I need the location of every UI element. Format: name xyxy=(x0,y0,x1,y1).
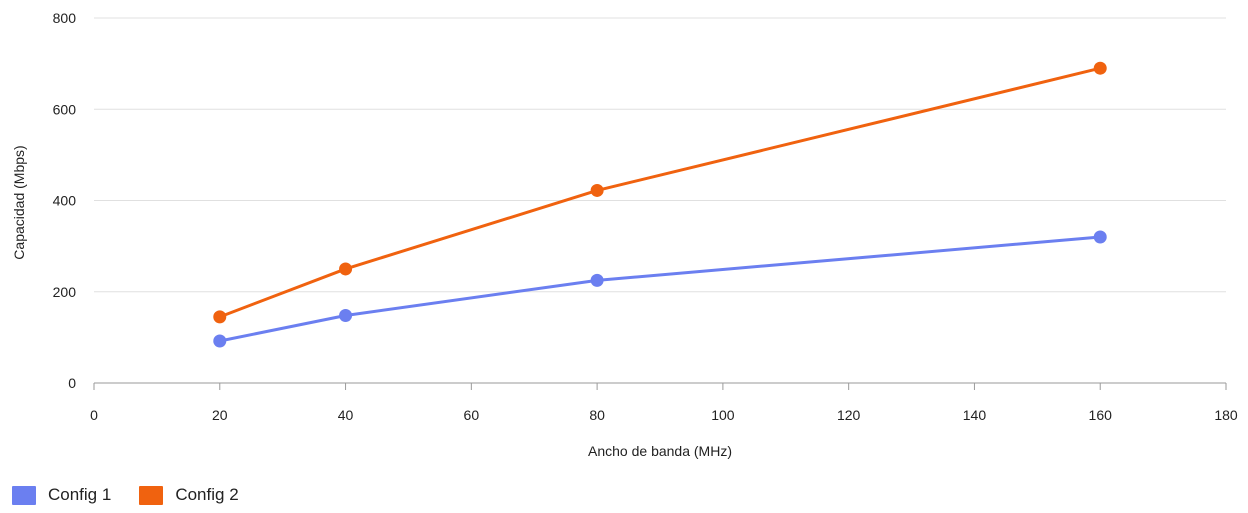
legend-label-config-1: Config 1 xyxy=(48,485,112,504)
data-point-series-2-3[interactable] xyxy=(1093,61,1107,75)
y-tick-label-200: 200 xyxy=(53,284,77,300)
x-tick-label-140: 140 xyxy=(963,407,987,423)
legend-swatch-config-1 xyxy=(12,485,36,505)
x-tick-label-0: 0 xyxy=(90,407,98,423)
x-tick-label-40: 40 xyxy=(338,407,354,423)
data-point-series-2-2[interactable] xyxy=(590,183,604,197)
grid-lines xyxy=(94,17,1226,293)
legend-swatch-config-2 xyxy=(139,485,164,505)
x-tick-label-160: 160 xyxy=(1089,407,1113,423)
x-tick-label-20: 20 xyxy=(212,407,228,423)
x-tick-label-60: 60 xyxy=(464,407,480,423)
x-tick-label-120: 120 xyxy=(837,407,861,423)
data-point-series-1-2[interactable] xyxy=(590,273,604,287)
series-line-2 xyxy=(218,66,1102,319)
legend: Config 1 Config 2 xyxy=(12,485,267,505)
legend-label-config-2: Config 2 xyxy=(175,485,239,504)
legend-item-config-1[interactable]: Config 1 xyxy=(12,485,111,505)
legend-item-config-2[interactable]: Config 2 xyxy=(139,485,239,505)
series-line-1 xyxy=(218,235,1102,343)
y-tick-label-600: 600 xyxy=(53,101,77,117)
series-lines xyxy=(213,61,1107,348)
data-point-series-2-1[interactable] xyxy=(339,262,353,276)
x-tick-label-80: 80 xyxy=(589,407,605,423)
x-tick-label-100: 100 xyxy=(711,407,735,423)
tick-labels: 0 200 400 600 800 0 20 40 60 80 100 120 140 160 180 xyxy=(53,10,1238,423)
data-point-series-2-0[interactable] xyxy=(213,310,227,324)
data-point-series-1-3[interactable] xyxy=(1093,230,1107,244)
axes xyxy=(93,382,1227,390)
data-point-series-1-0[interactable] xyxy=(213,334,227,348)
y-tick-label-400: 400 xyxy=(53,193,77,209)
y-axis-title: Capacidad (Mbps) xyxy=(11,145,27,259)
data-point-series-1-1[interactable] xyxy=(339,308,353,322)
y-tick-label-0: 0 xyxy=(68,375,76,391)
x-tick-label-180: 180 xyxy=(1214,407,1238,423)
x-axis-title: Ancho de banda (MHz) xyxy=(588,443,732,459)
y-tick-label-800: 800 xyxy=(53,10,77,26)
